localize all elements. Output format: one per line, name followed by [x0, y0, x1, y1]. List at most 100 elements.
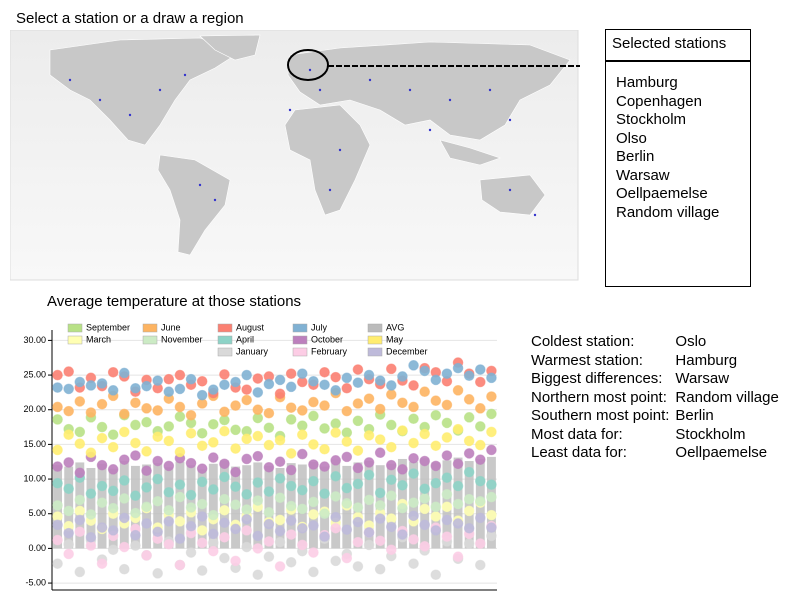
- bar: [86, 467, 96, 549]
- legend-label: December: [386, 346, 428, 356]
- dot: [352, 462, 364, 474]
- stats-value: Random village: [675, 388, 779, 406]
- dot: [374, 513, 386, 524]
- bar: [75, 462, 85, 549]
- dot: [297, 503, 308, 515]
- dot: [319, 423, 330, 434]
- dot: [174, 446, 186, 458]
- y-tick-label: 20.00: [23, 404, 46, 414]
- legend-label: March: [86, 334, 111, 344]
- dot: [319, 531, 330, 542]
- dot: [85, 509, 97, 520]
- dot: [386, 441, 397, 453]
- dot: [107, 525, 119, 536]
- dot: [196, 389, 208, 401]
- dot: [363, 527, 375, 538]
- dot: [341, 498, 353, 509]
- legend-label: September: [86, 322, 130, 332]
- dot: [374, 434, 386, 445]
- dot: [130, 490, 141, 502]
- stats-label: Least data for:: [531, 444, 627, 461]
- dot: [74, 526, 86, 538]
- stats-row: Warmest station: Hamburg: [531, 352, 779, 371]
- dot: [397, 464, 408, 475]
- dot: [419, 519, 430, 531]
- dot: [119, 426, 130, 438]
- dot: [263, 518, 275, 530]
- dot: [152, 568, 163, 579]
- station-item: Olso: [616, 129, 647, 147]
- dot: [208, 384, 219, 395]
- dot: [274, 388, 286, 400]
- dot: [141, 380, 152, 392]
- dot: [141, 482, 152, 493]
- world-map[interactable]: [10, 30, 580, 282]
- dot: [263, 407, 275, 419]
- dot: [297, 368, 308, 379]
- dot: [363, 369, 375, 381]
- dot: [341, 451, 353, 463]
- dot: [185, 457, 197, 469]
- dot: [463, 505, 475, 517]
- dot: [452, 551, 464, 563]
- dot: [419, 503, 430, 515]
- dot: [386, 363, 397, 375]
- dot: [63, 383, 74, 395]
- dot: [441, 432, 453, 443]
- station-item: Hamburg: [616, 74, 678, 91]
- dot: [63, 505, 74, 517]
- bar: [119, 461, 129, 549]
- dot: [185, 428, 197, 439]
- dot: [463, 448, 475, 459]
- dot: [74, 494, 86, 506]
- dot: [230, 376, 241, 388]
- dot: [297, 429, 308, 440]
- stats-table: Coldest station: Oslo Warmest station: Hamb…: [531, 333, 779, 463]
- dot: [408, 497, 419, 508]
- dot: [319, 488, 330, 499]
- dot: [130, 437, 141, 449]
- dot: [308, 520, 319, 531]
- dot: [441, 417, 453, 429]
- dot: [141, 446, 152, 457]
- bar: [275, 467, 285, 549]
- dot: [152, 405, 163, 416]
- selected-stations-panel: Selected stations Hamburg Copenhagen Stock…: [605, 29, 751, 287]
- dot: [185, 547, 197, 558]
- dot: [185, 502, 197, 513]
- stats-value: Oslo: [675, 333, 707, 350]
- dot: [196, 476, 208, 488]
- y-tick-label: 15.00: [23, 439, 46, 449]
- dot: [352, 364, 364, 375]
- dot: [319, 508, 330, 520]
- dot: [107, 366, 119, 378]
- dot: [386, 474, 397, 486]
- dot: [430, 525, 442, 536]
- dot: [419, 541, 430, 552]
- dot: [430, 440, 442, 452]
- dot: [63, 405, 74, 417]
- dot: [119, 408, 130, 420]
- dot: [408, 558, 419, 569]
- dot: [363, 494, 375, 506]
- dot: [52, 369, 63, 381]
- dot: [341, 405, 353, 417]
- dot: [486, 444, 497, 456]
- dot: [419, 455, 430, 467]
- dot: [208, 418, 219, 430]
- dot: [74, 376, 86, 388]
- dot: [96, 378, 108, 389]
- station-dots[interactable]: [68, 68, 537, 217]
- dot: [430, 501, 442, 513]
- legend-label: May: [386, 334, 404, 344]
- dot: [96, 398, 108, 410]
- dot: [374, 447, 386, 459]
- dot: [308, 459, 319, 470]
- dot: [63, 366, 74, 377]
- legend-label: July: [311, 322, 328, 332]
- dot: [63, 538, 74, 550]
- stats-value: Oellpaemelse: [675, 444, 768, 461]
- station-list: Hamburg Copenhagen Stockholm Olso Berlin Wars…: [616, 74, 750, 222]
- dot: [297, 522, 308, 534]
- dot: [386, 419, 397, 431]
